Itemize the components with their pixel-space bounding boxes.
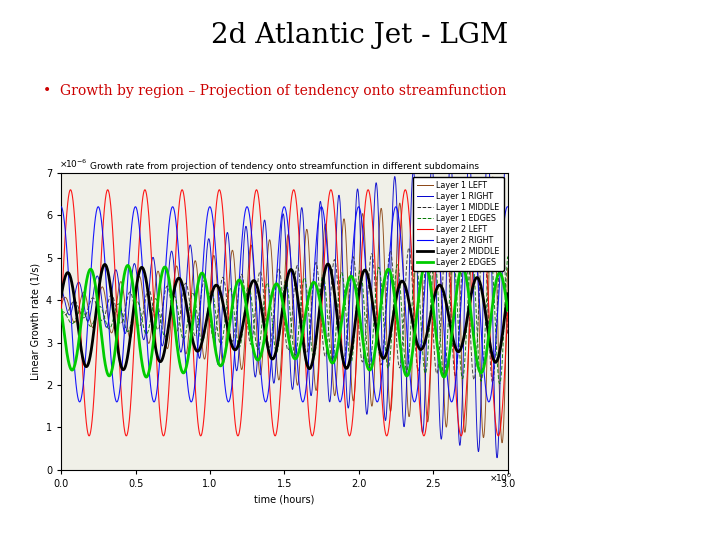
Y-axis label: Linear Growth rate (1/s): Linear Growth rate (1/s) xyxy=(30,263,40,380)
Text: $\times\!10^{0}$: $\times\!10^{0}$ xyxy=(489,471,512,484)
X-axis label: time (hours): time (hours) xyxy=(254,495,315,504)
Legend: Layer 1 LEFT, Layer 1 RIGHT, Layer 1 MIDDLE, Layer 1 EDGES, Layer 2 LEFT, Layer : Layer 1 LEFT, Layer 1 RIGHT, Layer 1 MID… xyxy=(413,177,503,271)
Text: 2d Atlantic Jet - LGM: 2d Atlantic Jet - LGM xyxy=(212,22,508,49)
Title: Growth rate from projection of tendency onto streamfunction in different subdoma: Growth rate from projection of tendency … xyxy=(90,161,479,171)
Text: •  Growth by region – Projection of tendency onto streamfunction: • Growth by region – Projection of tende… xyxy=(43,84,507,98)
Text: $\times\!10^{-6}$: $\times\!10^{-6}$ xyxy=(59,158,88,170)
